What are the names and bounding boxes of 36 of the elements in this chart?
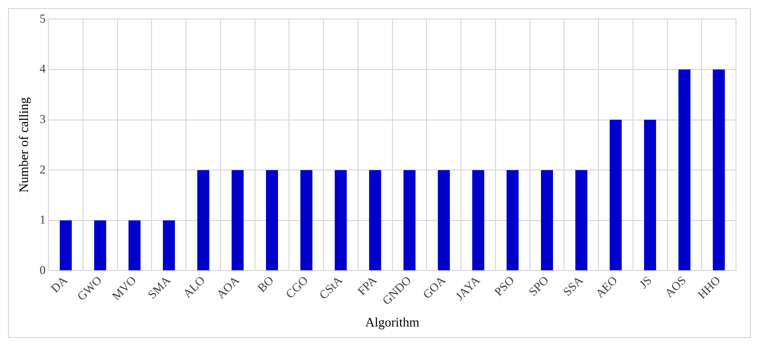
bar [197, 170, 210, 270]
x-tick-label: DA [48, 273, 70, 296]
bar [712, 70, 725, 270]
bar [575, 170, 588, 270]
bar [60, 220, 72, 270]
y-tick-label: 3 [40, 112, 46, 126]
bar [94, 220, 106, 270]
x-tick-label: FPA [354, 273, 380, 298]
y-tick-label: 1 [40, 212, 46, 227]
y-axis-title: Number of calling [16, 96, 32, 193]
y-tick-label: 0 [40, 262, 46, 277]
y-tick-label: 4 [40, 62, 46, 76]
bar [266, 170, 278, 270]
bar [162, 220, 175, 270]
x-tick-label: JS [636, 273, 654, 292]
bar [128, 220, 141, 270]
y-tick-label: 5 [40, 11, 46, 26]
x-tick-label: SPO [526, 273, 552, 299]
x-tick-label: SSA [560, 273, 586, 299]
bar [334, 170, 347, 270]
bar [232, 170, 244, 270]
bar [300, 170, 312, 270]
bar [472, 170, 484, 270]
bar [610, 120, 622, 270]
bar [644, 120, 656, 270]
x-tick-label: PSO [491, 273, 518, 299]
x-axis-title: Algorithm [365, 314, 420, 330]
x-tick-label: GOA [420, 273, 448, 302]
y-tick-label: 2 [40, 162, 46, 176]
bar [678, 70, 690, 270]
bar [438, 170, 450, 270]
bar [369, 170, 382, 270]
bar [540, 170, 553, 270]
x-tick-label: BO [254, 273, 277, 295]
bar [403, 170, 416, 270]
bar [506, 170, 519, 270]
